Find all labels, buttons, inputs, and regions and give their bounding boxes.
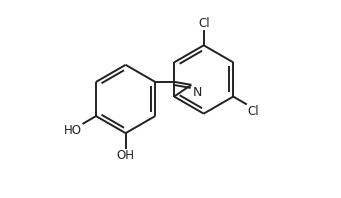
- Text: OH: OH: [117, 149, 135, 162]
- Text: Cl: Cl: [198, 17, 209, 30]
- Text: N: N: [193, 86, 202, 99]
- Text: Cl: Cl: [247, 105, 258, 118]
- Text: HO: HO: [64, 125, 82, 137]
